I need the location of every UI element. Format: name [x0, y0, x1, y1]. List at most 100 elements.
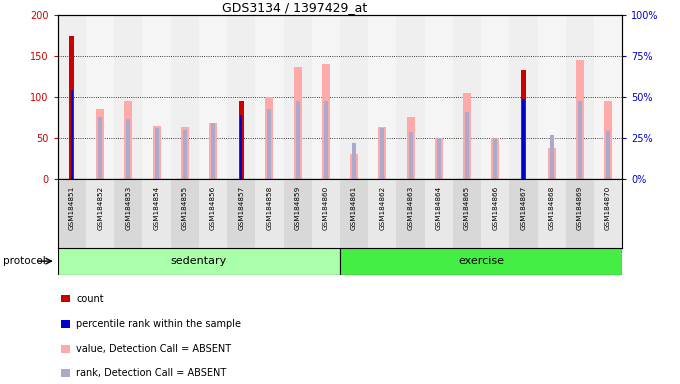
Text: count: count	[76, 294, 104, 304]
Bar	[378, 127, 386, 179]
Bar	[566, 15, 594, 179]
Bar	[86, 15, 114, 179]
Bar	[211, 123, 215, 179]
Text: GSM184862: GSM184862	[379, 185, 386, 230]
Bar	[453, 15, 481, 179]
Bar	[396, 15, 425, 179]
Bar	[265, 97, 273, 179]
Bar	[294, 67, 302, 179]
Bar	[86, 179, 114, 248]
Text: GSM184853: GSM184853	[125, 185, 131, 230]
Bar	[58, 15, 86, 179]
Text: GSM184851: GSM184851	[69, 185, 75, 230]
Bar	[407, 118, 415, 179]
Bar	[199, 179, 227, 248]
Bar	[143, 15, 171, 179]
Bar	[98, 118, 102, 179]
Text: GSM184861: GSM184861	[351, 185, 357, 230]
Bar	[465, 112, 469, 179]
Bar	[152, 126, 160, 179]
Bar	[566, 179, 594, 248]
Bar	[425, 179, 453, 248]
Text: GSM184864: GSM184864	[436, 185, 442, 230]
Bar	[126, 119, 131, 179]
Bar	[350, 154, 358, 179]
Text: GSM184860: GSM184860	[323, 185, 329, 230]
Text: GSM184855: GSM184855	[182, 185, 188, 230]
Bar	[435, 138, 443, 179]
Bar	[143, 179, 171, 248]
Bar	[267, 109, 271, 179]
Bar	[296, 101, 300, 179]
Text: GSM184854: GSM184854	[154, 185, 160, 230]
Bar	[322, 65, 330, 179]
Bar	[61, 320, 69, 328]
Bar	[509, 179, 538, 248]
Bar	[340, 248, 622, 275]
Text: exercise: exercise	[458, 256, 504, 266]
Bar	[549, 135, 554, 179]
Bar	[380, 128, 384, 179]
Bar	[239, 101, 243, 179]
Bar	[491, 138, 499, 179]
Bar	[209, 123, 217, 179]
Bar	[171, 179, 199, 248]
Text: GSM184856: GSM184856	[210, 185, 216, 230]
Text: GSM184852: GSM184852	[97, 185, 103, 230]
Bar	[396, 179, 425, 248]
Bar	[340, 15, 369, 179]
Text: rank, Detection Call = ABSENT: rank, Detection Call = ABSENT	[76, 368, 226, 378]
Text: GSM184859: GSM184859	[294, 185, 301, 230]
Bar	[58, 248, 340, 275]
Text: GSM184867: GSM184867	[520, 185, 526, 230]
Bar	[493, 138, 497, 179]
Bar	[183, 130, 187, 179]
Bar	[547, 148, 556, 179]
Bar	[61, 369, 69, 377]
Bar	[481, 179, 509, 248]
Bar	[481, 15, 509, 179]
Bar	[114, 15, 143, 179]
Text: protocol: protocol	[3, 256, 46, 266]
Bar	[578, 101, 582, 179]
Bar	[538, 179, 566, 248]
Bar	[256, 15, 284, 179]
Bar	[369, 179, 396, 248]
Bar	[69, 36, 74, 179]
Text: GSM184863: GSM184863	[407, 185, 413, 230]
Bar	[171, 15, 199, 179]
Text: value, Detection Call = ABSENT: value, Detection Call = ABSENT	[76, 344, 232, 354]
Bar	[312, 179, 340, 248]
Bar	[256, 179, 284, 248]
Bar	[61, 345, 69, 353]
Bar	[409, 132, 413, 179]
Bar	[181, 127, 189, 179]
Bar	[324, 101, 328, 179]
Text: GSM184869: GSM184869	[577, 185, 583, 230]
Bar	[61, 295, 69, 303]
Bar	[437, 138, 441, 179]
Bar	[463, 93, 471, 179]
Bar	[604, 101, 612, 179]
Text: GSM184866: GSM184866	[492, 185, 498, 230]
Bar	[199, 15, 227, 179]
Bar	[284, 15, 312, 179]
Bar	[606, 131, 610, 179]
Bar	[284, 179, 312, 248]
Bar	[312, 15, 340, 179]
Bar	[522, 99, 524, 179]
Bar	[227, 15, 256, 179]
Bar	[594, 15, 622, 179]
Bar	[96, 109, 104, 179]
Text: GSM184857: GSM184857	[238, 185, 244, 230]
Bar	[369, 15, 396, 179]
Text: sedentary: sedentary	[171, 256, 227, 266]
Text: GSM184868: GSM184868	[549, 185, 555, 230]
Bar	[58, 179, 86, 248]
Text: GSM184870: GSM184870	[605, 185, 611, 230]
Bar	[352, 144, 356, 179]
Bar	[124, 101, 133, 179]
Bar	[521, 70, 526, 179]
Bar	[576, 60, 584, 179]
Bar	[114, 179, 143, 248]
